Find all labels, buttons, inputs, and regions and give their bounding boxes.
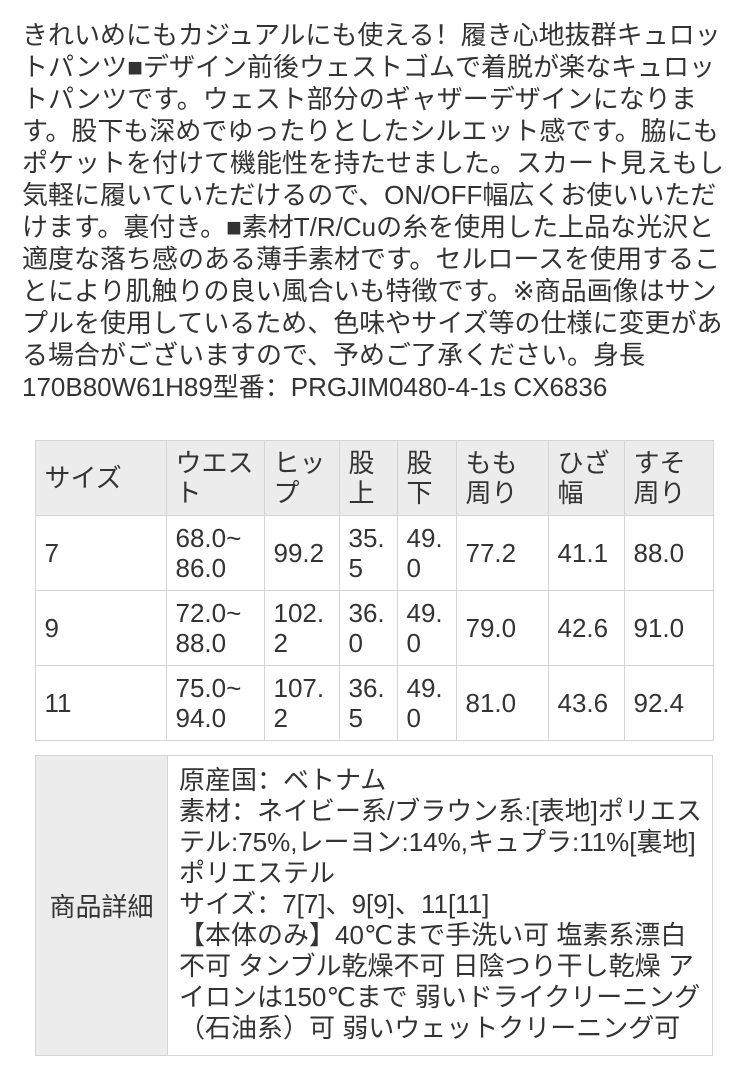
detail-line-care: 【本体のみ】40℃まで手洗い可 塩素系漂白不可 タンブル乾燥不可 日陰つり干し乾…: [179, 920, 701, 1043]
cell-waist: 68.0~86.0: [165, 515, 265, 591]
cell-inseam: 49.0: [396, 515, 457, 591]
cell-hem: 92.4: [623, 665, 714, 741]
detail-line-origin: 原産国：ベトナム: [179, 765, 387, 795]
cell-hip: 99.2: [263, 515, 340, 591]
product-details-table: 商品詳細 原産国：ベトナム 素材：ネイビー系/ブラウン系:[表地]ポリエステル:…: [35, 755, 713, 1056]
cell-hip: 107.2: [263, 665, 340, 741]
cell-thigh: 79.0: [455, 590, 549, 666]
cell-thigh: 77.2: [455, 515, 549, 591]
cell-knee-width: 43.6: [547, 665, 625, 741]
col-header-waist: ウエスト: [165, 440, 265, 516]
size-table-row-9: 9 72.0~88.0 102.2 36.0 49.0 79.0 42.6 91…: [34, 590, 714, 666]
cell-hem: 91.0: [623, 590, 714, 666]
cell-size: 9: [34, 590, 167, 666]
size-spec-table: サイズ ウエスト ヒップ 股上 股下 もも周り ひざ幅 すそ周り 7 68.0~…: [34, 440, 714, 741]
cell-size: 11: [34, 665, 167, 741]
product-description-section: きれいめにもカジュアルにも使える！履き心地抜群キュロットパンツ■デザイン前後ウェ…: [22, 20, 725, 1056]
cell-knee-width: 42.6: [547, 590, 625, 666]
product-details-label: 商品詳細: [35, 755, 168, 1056]
detail-line-material: 素材：ネイビー系/ブラウン系:[表地]ポリエステル:75%,レーヨン:14%,キ…: [179, 796, 702, 888]
product-description-text: きれいめにもカジュアルにも使える！履き心地抜群キュロットパンツ■デザイン前後ウェ…: [22, 20, 725, 402]
col-header-hem: すそ周り: [623, 440, 714, 516]
cell-waist: 75.0~94.0: [165, 665, 265, 741]
size-table-row-7: 7 68.0~86.0 99.2 35.5 49.0 77.2 41.1 88.…: [34, 515, 714, 591]
col-header-hip: ヒップ: [263, 440, 340, 516]
col-header-rise: 股上: [338, 440, 398, 516]
cell-knee-width: 41.1: [547, 515, 625, 591]
size-table-header-row: サイズ ウエスト ヒップ 股上 股下 もも周り ひざ幅 すそ周り: [34, 440, 714, 516]
size-table-row-11: 11 75.0~94.0 107.2 36.5 49.0 81.0 43.6 9…: [34, 665, 714, 741]
detail-line-sizes: サイズ：7[7]、9[9]、11[11]: [179, 889, 490, 919]
col-header-knee-width: ひざ幅: [547, 440, 625, 516]
cell-rise: 36.0: [338, 590, 398, 666]
cell-inseam: 49.0: [396, 665, 457, 741]
cell-thigh: 81.0: [455, 665, 549, 741]
cell-hem: 88.0: [623, 515, 714, 591]
product-details-content: 原産国：ベトナム 素材：ネイビー系/ブラウン系:[表地]ポリエステル:75%,レ…: [167, 755, 713, 1056]
cell-size: 7: [34, 515, 167, 591]
product-details-row: 商品詳細 原産国：ベトナム 素材：ネイビー系/ブラウン系:[表地]ポリエステル:…: [35, 755, 713, 1056]
cell-hip: 102.2: [263, 590, 340, 666]
col-header-thigh: もも周り: [455, 440, 549, 516]
cell-waist: 72.0~88.0: [165, 590, 265, 666]
col-header-inseam: 股下: [396, 440, 457, 516]
cell-rise: 36.5: [338, 665, 398, 741]
col-header-size: サイズ: [34, 440, 167, 516]
cell-rise: 35.5: [338, 515, 398, 591]
cell-inseam: 49.0: [396, 590, 457, 666]
